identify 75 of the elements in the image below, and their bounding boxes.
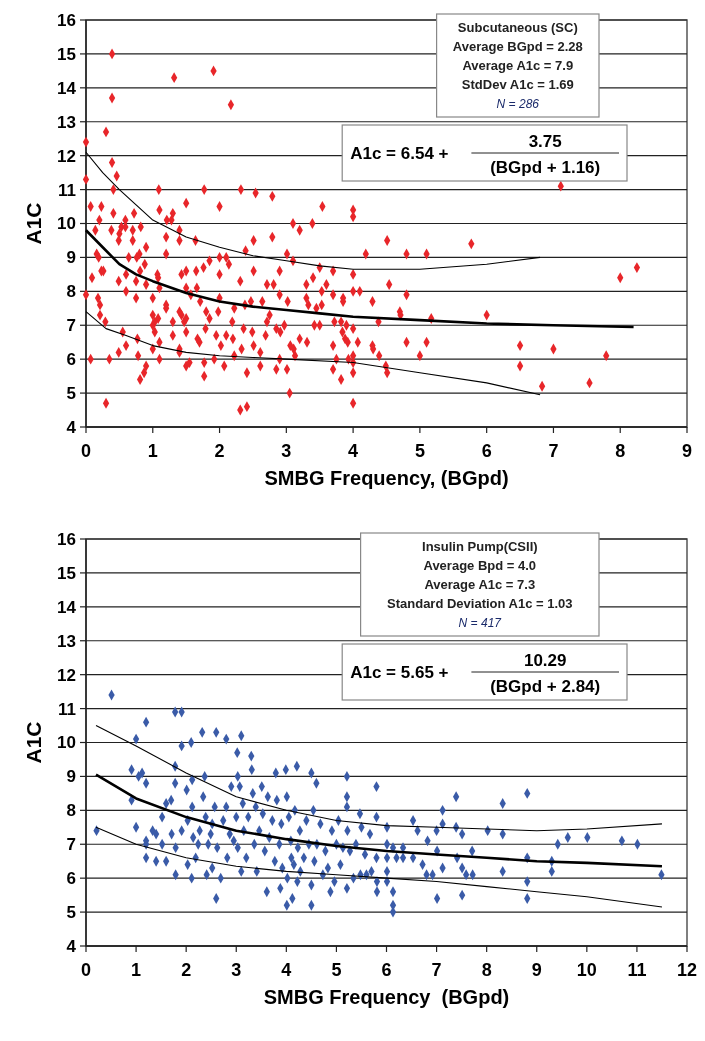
y-tick-label: 9 xyxy=(66,248,76,268)
x-tick-label: 12 xyxy=(676,960,698,980)
annotation: Average A1c = 7.9 xyxy=(462,58,574,73)
y-tick-label: 7 xyxy=(66,316,76,336)
annotation: A1c = 6.54 + xyxy=(350,143,449,163)
y-axis-title: A1C xyxy=(22,721,45,764)
line-series xyxy=(94,773,664,868)
formula-box: A1c = 6.54 + 3.75 (BGpd + 1.16) xyxy=(341,124,628,182)
y-tick-label: 13 xyxy=(57,112,76,132)
x-tick-label: 9 xyxy=(531,960,542,980)
y-tick-label: 8 xyxy=(66,282,76,302)
annotation: Average Bpd = 4.0 xyxy=(423,558,537,573)
y-tick-label: 12 xyxy=(57,146,76,166)
y-tick-label: 4 xyxy=(66,417,77,437)
x-tick-label: 7 xyxy=(431,960,442,980)
x-tick-label: 3 xyxy=(231,960,242,980)
x-tick-label: 11 xyxy=(627,960,647,980)
y-tick-label: 15 xyxy=(57,563,76,583)
y-tick-label: 6 xyxy=(66,350,76,370)
x-tick-label: 8 xyxy=(481,960,492,980)
y-tick-label: 15 xyxy=(57,44,76,64)
y-tick-label: 6 xyxy=(66,869,76,889)
y-tick-label: 10 xyxy=(57,733,76,753)
line-series xyxy=(85,311,541,396)
y-tick-label: 16 xyxy=(57,529,76,549)
x-tick-label: 2 xyxy=(181,960,192,980)
y-tick-label: 11 xyxy=(58,180,76,200)
x-tick-label: 7 xyxy=(548,441,559,461)
x-tick-label: 4 xyxy=(281,960,292,980)
annotation: 10.29 xyxy=(523,651,567,670)
y-axis-title: A1C xyxy=(22,202,45,245)
x-tick-label: 5 xyxy=(331,960,342,980)
x-tick-label: 1 xyxy=(131,960,142,980)
x-tick-label: 4 xyxy=(348,441,359,461)
annotation: (BGpd + 1.16) xyxy=(490,158,601,177)
x-tick-label: 10 xyxy=(576,960,597,980)
x-tick-label: 9 xyxy=(681,441,693,461)
annotation: N = 286 xyxy=(496,97,540,111)
x-tick-label: 8 xyxy=(615,441,626,461)
annotation: Subcutaneous (SC) xyxy=(457,20,578,35)
annotation: (BGpd + 2.84) xyxy=(490,677,601,696)
y-tick-label: 13 xyxy=(57,631,76,651)
y-tick-label: 5 xyxy=(66,384,76,404)
annotation: Insulin Pump(CSII) xyxy=(422,539,538,554)
x-tick-label: 2 xyxy=(214,441,225,461)
x-tick-label: 6 xyxy=(381,960,392,980)
annotation: Average BGpd = 2.28 xyxy=(452,39,583,54)
x-axis-title: SMBG Frequency (BGpd) xyxy=(263,986,510,1008)
y-tick-label: 7 xyxy=(66,835,76,855)
x-tick-label: 0 xyxy=(80,960,92,980)
annotation: Standard Deviation A1c = 1.03 xyxy=(387,596,573,611)
y-tick-label: 8 xyxy=(66,801,76,821)
x-tick-label: 6 xyxy=(481,441,492,461)
annotation: Average A1c = 7.3 xyxy=(424,577,536,592)
y-tick-label: 10 xyxy=(57,214,76,234)
y-tick-label: 5 xyxy=(66,903,76,923)
y-tick-label: 16 xyxy=(57,10,76,30)
annotation: N = 417 xyxy=(458,616,503,630)
y-tick-label: 14 xyxy=(57,78,77,98)
line-series xyxy=(84,228,635,329)
annotation: 3.75 xyxy=(528,132,562,151)
x-tick-label: 5 xyxy=(414,441,425,461)
x-axis-title: SMBG Frequency, (BGpd) xyxy=(264,467,509,489)
annotation: A1c = 5.65 + xyxy=(350,662,449,682)
x-tick-label: 0 xyxy=(80,441,92,461)
annotation: StdDev A1c = 1.69 xyxy=(461,77,574,92)
y-tick-label: 12 xyxy=(57,665,76,685)
formula-box: A1c = 5.65 + 10.29 (BGpd + 2.84) xyxy=(341,643,628,701)
x-tick-label: 1 xyxy=(147,441,158,461)
line-series xyxy=(95,826,663,908)
x-tick-label: 3 xyxy=(281,441,292,461)
y-tick-label: 4 xyxy=(66,936,77,956)
y-tick-label: 11 xyxy=(58,699,76,719)
y-tick-label: 9 xyxy=(66,767,76,787)
y-tick-label: 14 xyxy=(57,597,77,617)
